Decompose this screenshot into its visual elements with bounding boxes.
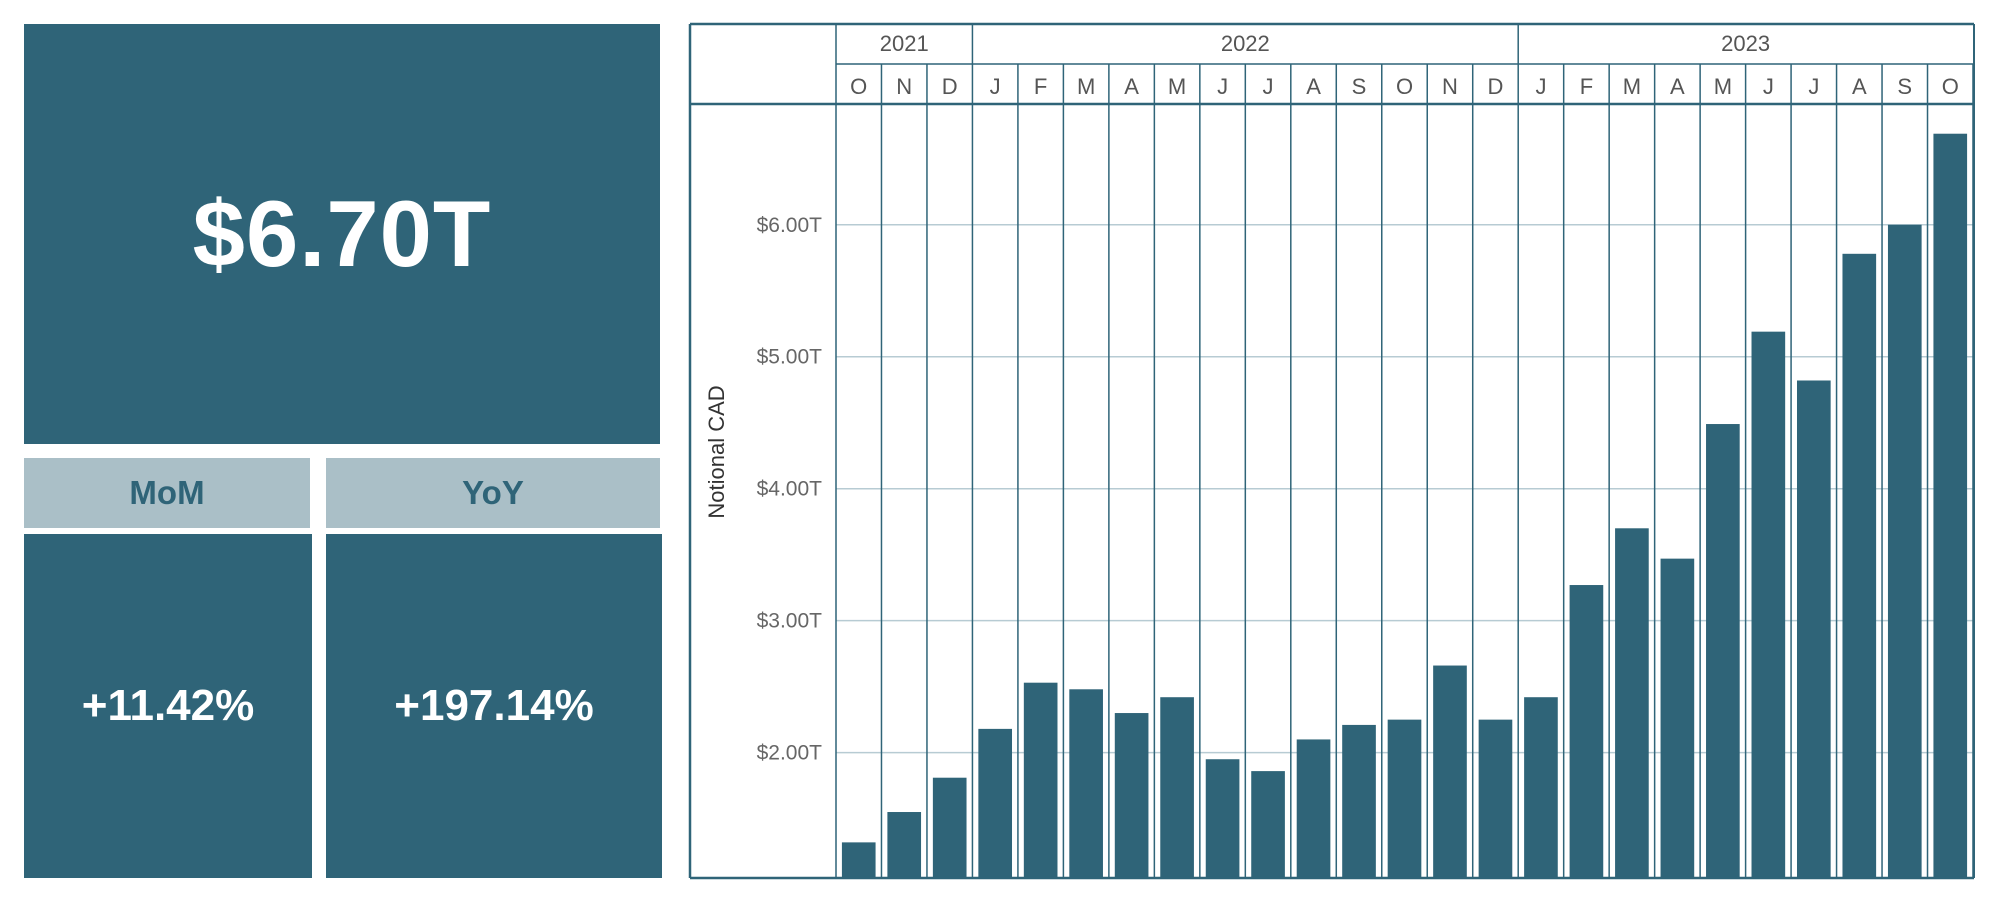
bar xyxy=(1069,689,1103,878)
month-label: D xyxy=(942,74,958,99)
bar xyxy=(887,812,922,878)
bar-chart-svg: $2.00T $3.00T $4.00T $5.00T $6.00T O N D J F M A M J J… xyxy=(688,22,1975,880)
bar xyxy=(1615,528,1649,878)
month-label: O xyxy=(1942,74,1959,99)
month-label: F xyxy=(1580,74,1593,99)
month-label: M xyxy=(1168,74,1186,99)
bar xyxy=(1887,224,1922,878)
bar xyxy=(1524,697,1558,878)
month-label: A xyxy=(1124,74,1139,99)
month-label: J xyxy=(1263,74,1274,99)
bar xyxy=(841,842,876,878)
bar xyxy=(1387,719,1422,878)
month-label: D xyxy=(1488,74,1504,99)
bar xyxy=(1433,665,1467,878)
y-tick-label: $4.00T xyxy=(757,478,823,501)
y-tick-label: $6.00T xyxy=(757,214,823,237)
month-label: M xyxy=(1077,74,1095,99)
bar-chart: $2.00T $3.00T $4.00T $5.00T $6.00T O N D J F M A M J J… xyxy=(688,20,1978,880)
kpi-yoy-value: +197.14% xyxy=(394,681,594,730)
month-label: M xyxy=(1623,74,1641,99)
month-label: F xyxy=(1034,74,1047,99)
bar xyxy=(1569,585,1604,878)
bar xyxy=(1023,682,1058,878)
bar xyxy=(932,777,967,878)
bar xyxy=(978,728,1013,878)
bar xyxy=(1933,133,1968,878)
bar xyxy=(1114,713,1149,878)
bar xyxy=(1796,380,1831,878)
month-label: J xyxy=(1535,74,1546,99)
month-label: O xyxy=(850,74,867,99)
month-label: A xyxy=(1306,74,1321,99)
year-label: 2022 xyxy=(1221,31,1270,56)
month-label: J xyxy=(990,74,1001,99)
bar xyxy=(1342,724,1376,878)
bar xyxy=(1296,739,1331,878)
month-label: J xyxy=(1763,74,1774,99)
kpi-yoy-card: +197.14% xyxy=(326,534,662,878)
kpi-mom-card: +11.42% xyxy=(24,534,312,878)
kpi-mom-value: +11.42% xyxy=(81,681,255,730)
month-label: N xyxy=(1442,74,1458,99)
y-tick-label: $2.00T xyxy=(757,742,823,765)
month-label: A xyxy=(1852,74,1867,99)
y-tick-label: $5.00T xyxy=(757,346,823,369)
month-label: S xyxy=(1897,74,1912,99)
month-label: N xyxy=(896,74,912,99)
bar xyxy=(1205,759,1240,878)
month-label: M xyxy=(1714,74,1732,99)
kpi-total-card: $6.70T xyxy=(24,24,660,444)
y-tick-label: $3.00T xyxy=(757,610,823,633)
kpi-mom-header: MoM xyxy=(24,458,310,528)
month-label: J xyxy=(1808,74,1819,99)
kpi-yoy-header: YoY xyxy=(326,458,660,528)
month-label: A xyxy=(1670,74,1685,99)
year-label: 2021 xyxy=(880,31,929,56)
kpi-total-value: $6.70T xyxy=(192,181,492,286)
y-axis-title: Notional CAD xyxy=(704,385,729,518)
bar xyxy=(1751,331,1786,879)
month-label: O xyxy=(1396,74,1413,99)
bar xyxy=(1251,771,1285,878)
bar xyxy=(1660,558,1695,878)
bar xyxy=(1706,424,1740,878)
month-label: S xyxy=(1352,74,1367,99)
month-label: J xyxy=(1217,74,1228,99)
bar xyxy=(1160,697,1194,878)
bar xyxy=(1842,253,1877,879)
bar xyxy=(1478,719,1513,878)
year-label: 2023 xyxy=(1721,31,1770,56)
